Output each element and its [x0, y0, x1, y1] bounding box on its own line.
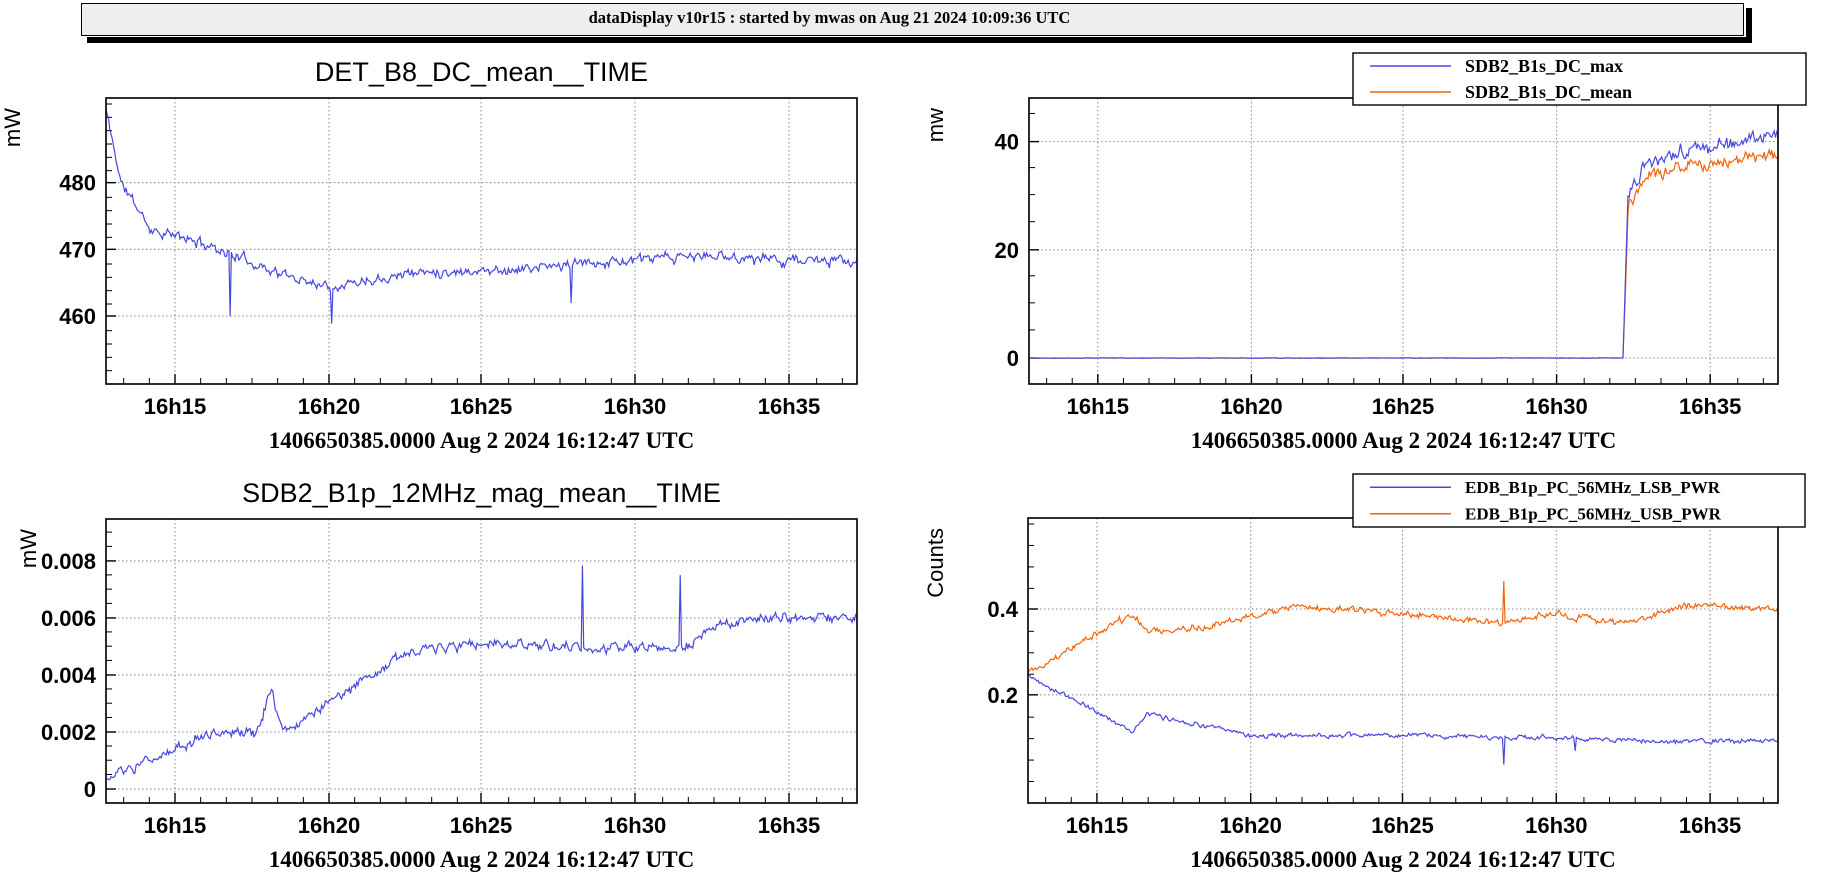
- svg-text:16h30: 16h30: [604, 394, 666, 419]
- svg-text:40: 40: [995, 130, 1019, 155]
- svg-text:16h35: 16h35: [1679, 394, 1741, 419]
- svg-text:16h15: 16h15: [144, 394, 206, 419]
- svg-text:0.4: 0.4: [987, 597, 1018, 622]
- svg-text:460: 460: [59, 304, 96, 329]
- svg-text:0.2: 0.2: [987, 683, 1018, 708]
- svg-text:20: 20: [995, 238, 1019, 263]
- svg-text:16h20: 16h20: [1220, 813, 1282, 838]
- svg-text:16h30: 16h30: [1525, 813, 1587, 838]
- svg-text:mw: mw: [923, 108, 948, 142]
- svg-text:1406650385.0000 Aug 2 2024 16:: 1406650385.0000 Aug 2 2024 16:12:47 UTC: [1191, 428, 1617, 453]
- svg-text:Counts: Counts: [923, 528, 948, 598]
- svg-text:16h25: 16h25: [450, 394, 512, 419]
- svg-text:16h30: 16h30: [1525, 394, 1587, 419]
- svg-text:0: 0: [1007, 346, 1019, 371]
- svg-text:16h15: 16h15: [1067, 394, 1129, 419]
- svg-text:EDB_B1p_PC_56MHz_USB_PWR: EDB_B1p_PC_56MHz_USB_PWR: [1465, 504, 1722, 523]
- svg-text:EDB_B1p_PC_56MHz_LSB_PWR: EDB_B1p_PC_56MHz_LSB_PWR: [1465, 478, 1721, 497]
- svg-text:16h35: 16h35: [1679, 813, 1741, 838]
- svg-text:480: 480: [59, 171, 96, 196]
- svg-text:SDB2_B1s_DC_max: SDB2_B1s_DC_max: [1465, 56, 1623, 76]
- svg-text:16h30: 16h30: [604, 813, 666, 838]
- svg-text:SDB2_B1s_DC_mean: SDB2_B1s_DC_mean: [1465, 82, 1632, 102]
- svg-text:16h20: 16h20: [298, 813, 360, 838]
- svg-text:470: 470: [59, 237, 96, 262]
- svg-text:16h35: 16h35: [758, 394, 820, 419]
- svg-text:0.004: 0.004: [41, 663, 97, 688]
- svg-text:0.008: 0.008: [41, 549, 96, 574]
- svg-text:16h25: 16h25: [1372, 394, 1434, 419]
- svg-text:SDB2_B1p_12MHz_mag_mean__TIME: SDB2_B1p_12MHz_mag_mean__TIME: [242, 478, 721, 508]
- svg-text:16h25: 16h25: [1371, 813, 1433, 838]
- svg-text:1406650385.0000 Aug 2 2024 16:: 1406650385.0000 Aug 2 2024 16:12:47 UTC: [269, 847, 695, 872]
- svg-text:mW: mW: [0, 108, 25, 147]
- svg-text:0: 0: [84, 777, 96, 802]
- svg-text:16h15: 16h15: [144, 813, 206, 838]
- svg-text:16h20: 16h20: [1220, 394, 1282, 419]
- svg-text:mW: mW: [16, 529, 41, 568]
- svg-text:1406650385.0000 Aug 2 2024 16:: 1406650385.0000 Aug 2 2024 16:12:47 UTC: [1190, 847, 1616, 872]
- svg-text:16h15: 16h15: [1066, 813, 1128, 838]
- svg-text:1406650385.0000 Aug 2 2024 16:: 1406650385.0000 Aug 2 2024 16:12:47 UTC: [269, 428, 695, 453]
- svg-text:DET_B8_DC_mean__TIME: DET_B8_DC_mean__TIME: [315, 57, 648, 87]
- svg-text:16h35: 16h35: [758, 813, 820, 838]
- svg-text:16h25: 16h25: [450, 813, 512, 838]
- svg-text:0.002: 0.002: [41, 720, 96, 745]
- svg-text:0.006: 0.006: [41, 606, 96, 631]
- svg-text:16h20: 16h20: [298, 394, 360, 419]
